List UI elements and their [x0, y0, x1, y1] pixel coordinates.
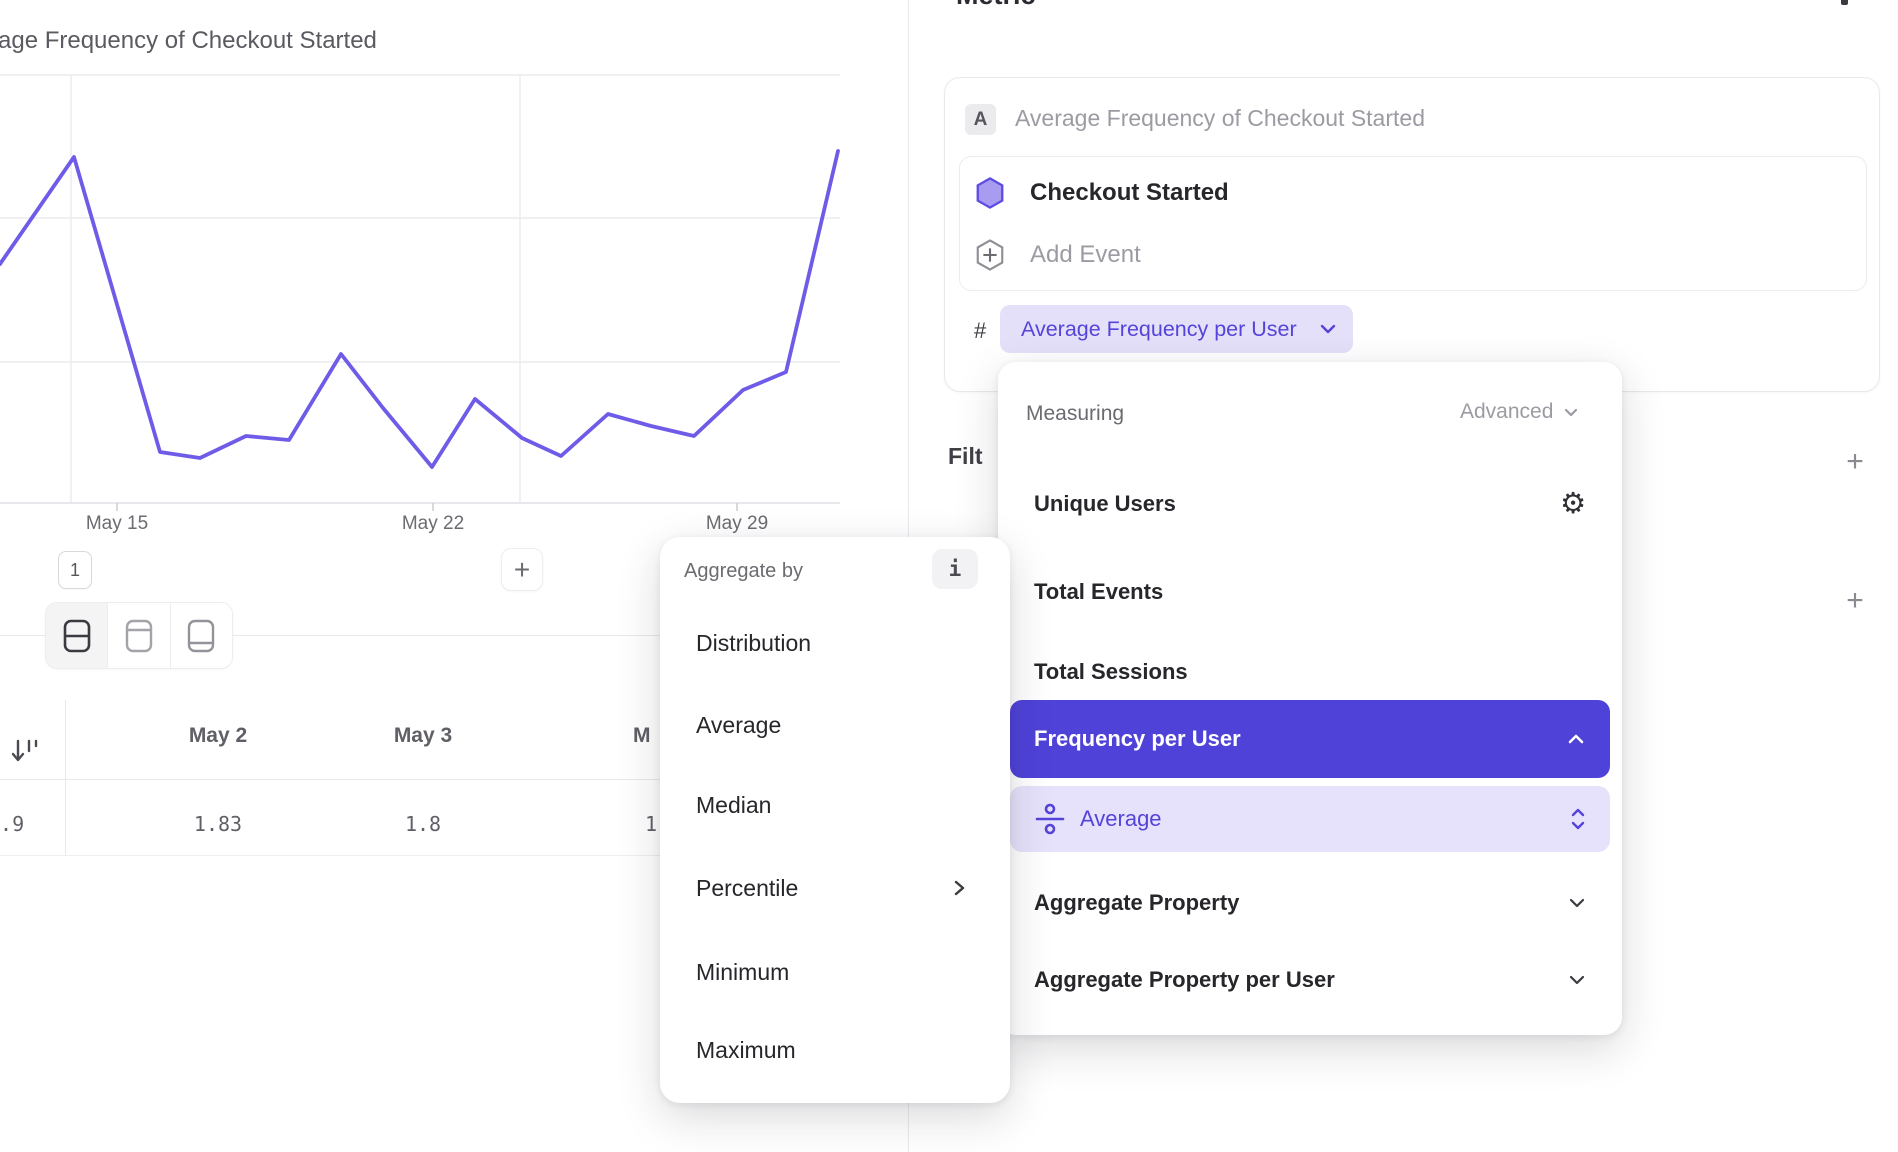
- menu-item-label: Aggregate Property: [1034, 890, 1240, 915]
- add-event-label: Add Event: [1030, 241, 1141, 268]
- table-header-may-2[interactable]: May 2: [188, 724, 248, 747]
- filters-section-heading: Filt: [948, 443, 983, 469]
- menu-item-aggregate-property-per-user[interactable]: Aggregate Property per User: [998, 952, 1622, 1008]
- metric-title-input[interactable]: Average Frequency of Checkout Started: [1015, 105, 1425, 131]
- info-icon: i: [948, 557, 962, 581]
- menu-item-total-sessions[interactable]: Total Sessions: [998, 644, 1622, 700]
- divide-icon: [1035, 803, 1065, 835]
- chevron-up-icon: [1568, 734, 1584, 744]
- menu-item-aggregate-property[interactable]: Aggregate Property: [998, 875, 1622, 931]
- chart-title: age Frequency of Checkout Started: [0, 27, 377, 54]
- table-cell-may-2: 1.83: [193, 812, 243, 836]
- aggregate-by-title: Aggregate by: [684, 560, 803, 582]
- info-button[interactable]: i: [932, 549, 978, 589]
- add-event-button[interactable]: Add Event: [960, 223, 1866, 287]
- aggregate-by-menu: Aggregate by i Distribution Average Medi…: [660, 537, 1010, 1103]
- split-horizontal-icon: [63, 619, 90, 652]
- bottom-panel-icon: [188, 619, 215, 652]
- table-header-may-3[interactable]: May 3: [393, 724, 453, 747]
- menu-item-minimum[interactable]: Minimum: [660, 943, 1010, 1001]
- menu-item-label: Aggregate Property per User: [1034, 967, 1335, 992]
- add-breakdown-button[interactable]: +: [1838, 584, 1872, 618]
- selected-option-label: Frequency per User: [1034, 726, 1241, 751]
- menu-item-frequency-per-user-selected[interactable]: Frequency per User: [1010, 700, 1610, 778]
- line-chart: [0, 74, 840, 511]
- menu-item-average[interactable]: Average: [660, 696, 1010, 754]
- x-axis-label: May 15: [85, 513, 149, 534]
- menu-item-label: Total Sessions: [1034, 659, 1188, 684]
- event-box: Checkout Started Add Event: [959, 156, 1867, 291]
- measuring-label: Measuring: [1026, 402, 1125, 425]
- metric-card: A Average Frequency of Checkout Started …: [944, 77, 1880, 392]
- plus-icon: +: [1846, 584, 1864, 617]
- up-down-chevrons-icon: [1571, 808, 1585, 830]
- menu-item-average-selected[interactable]: Average: [1010, 786, 1610, 852]
- section-divider: [0, 635, 908, 636]
- table-column-divider: [65, 700, 66, 856]
- plus-icon: +: [1846, 445, 1864, 478]
- menu-item-label: Median: [696, 791, 772, 818]
- menu-item-maximum[interactable]: Maximum: [660, 1021, 1010, 1079]
- x-axis-label: May 22: [401, 513, 465, 534]
- chevron-down-icon: [1320, 324, 1336, 334]
- sort-descending-icon: [11, 739, 38, 762]
- table-header-border: [0, 779, 908, 780]
- menu-item-label: Unique Users: [1034, 491, 1176, 516]
- event-row-checkout-started[interactable]: Checkout Started: [960, 161, 1866, 225]
- event-hexagon-icon: [976, 177, 1004, 209]
- table-cell-clipped-right: 1: [645, 812, 658, 836]
- menu-item-label: Percentile: [696, 874, 799, 901]
- advanced-label: Advanced: [1460, 400, 1554, 423]
- top-panel-icon: [125, 619, 153, 652]
- chevron-down-icon: [1565, 408, 1578, 416]
- chart-index-chip[interactable]: 1: [58, 551, 92, 589]
- table-header-clipped[interactable]: M: [633, 724, 651, 747]
- table-row-border: [0, 855, 908, 856]
- menu-item-label: Total Events: [1034, 579, 1164, 604]
- menu-item-unique-users[interactable]: Unique Users ⚙: [998, 476, 1622, 532]
- layout-toggle-group: [45, 602, 233, 669]
- menu-item-label: Distribution: [696, 629, 812, 656]
- table-cell-clipped-left: 1.9: [0, 812, 25, 836]
- chevron-down-icon: [1569, 975, 1585, 985]
- series-badge: A: [965, 104, 996, 135]
- menu-item-label: Maximum: [696, 1036, 796, 1063]
- chart-line: [0, 149, 840, 469]
- event-name: Checkout Started: [1030, 179, 1229, 206]
- measuring-menu: Measuring Advanced Unique Users ⚙ Total …: [998, 362, 1622, 1035]
- layout-bottom-panel-button[interactable]: [170, 603, 232, 668]
- add-event-hexagon-icon: [976, 239, 1004, 271]
- measurement-dropdown[interactable]: Average Frequency per User: [1000, 305, 1353, 353]
- plus-icon: +: [513, 553, 531, 585]
- menu-item-distribution[interactable]: Distribution: [660, 614, 1010, 672]
- x-axis-label: May 29: [705, 513, 769, 534]
- menu-item-total-events[interactable]: Total Events: [998, 564, 1622, 620]
- layout-top-panel-button[interactable]: [108, 603, 171, 668]
- numeric-symbol: #: [974, 318, 987, 343]
- sort-button[interactable]: [8, 735, 42, 767]
- clipped-top-icon: [1841, 0, 1848, 5]
- menu-item-label: Minimum: [696, 958, 790, 985]
- gear-icon[interactable]: ⚙: [1560, 487, 1586, 520]
- chevron-right-icon: [954, 880, 965, 896]
- chevron-down-icon: [1569, 898, 1585, 908]
- chart-index-label: 1: [69, 559, 80, 580]
- measurement-label: Average Frequency per User: [1021, 316, 1297, 341]
- menu-item-median[interactable]: Median: [660, 776, 1010, 834]
- layout-split-horizontal-button[interactable]: [46, 603, 109, 668]
- selected-sub-option-label: Average: [1080, 806, 1162, 831]
- add-filter-button[interactable]: +: [1838, 445, 1872, 479]
- table-cell-may-3: 1.8: [404, 812, 442, 836]
- advanced-toggle[interactable]: Advanced: [1460, 400, 1579, 424]
- menu-item-label: Average: [696, 711, 782, 738]
- metric-section-heading: Metric: [956, 0, 1036, 11]
- menu-item-percentile[interactable]: Percentile: [660, 859, 1010, 917]
- add-chart-button[interactable]: +: [501, 548, 543, 591]
